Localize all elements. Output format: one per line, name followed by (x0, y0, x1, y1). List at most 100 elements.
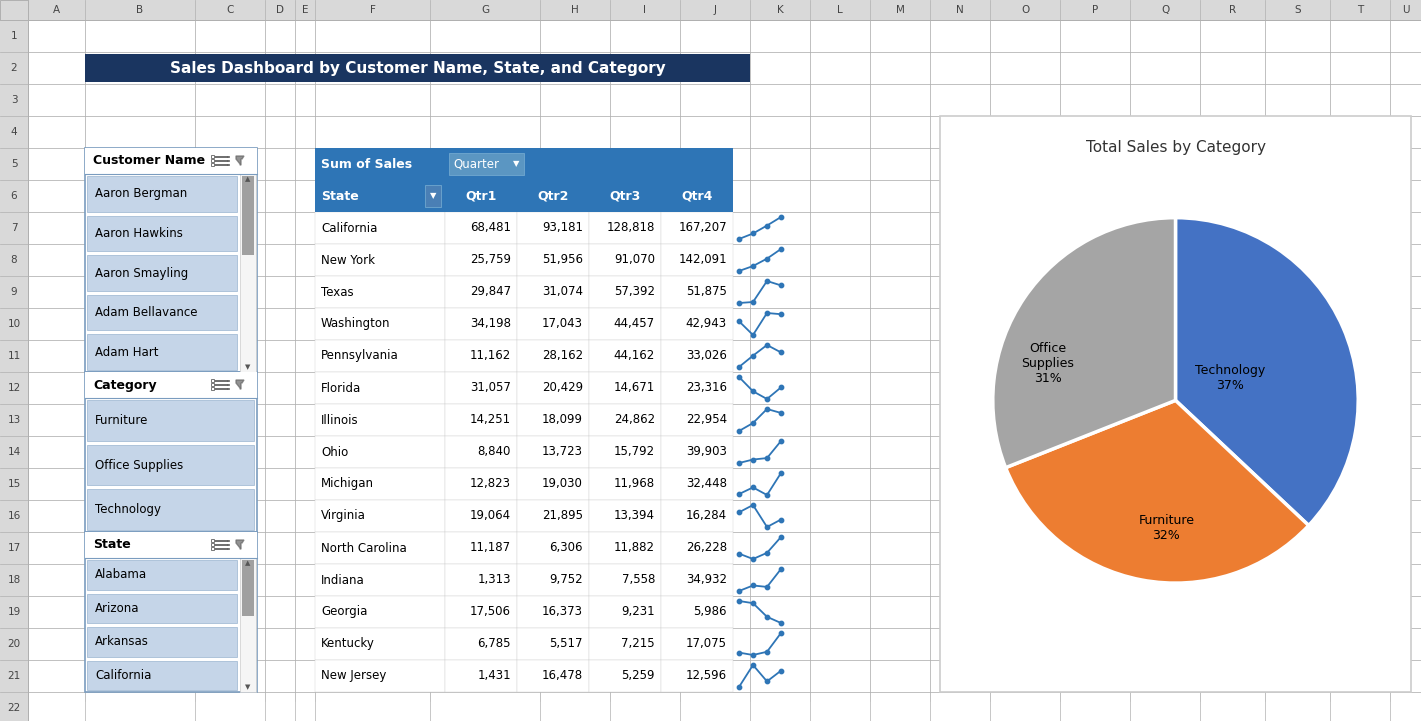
Text: Office Supplies: Office Supplies (95, 459, 183, 472)
Text: P: P (1091, 5, 1098, 15)
Text: New York: New York (321, 254, 375, 267)
Bar (661, 468, 733, 500)
Text: L: L (837, 5, 843, 15)
Text: 1,431: 1,431 (477, 670, 512, 683)
Bar (588, 436, 661, 468)
Bar (588, 500, 661, 532)
Text: Office
Supplies
31%: Office Supplies 31% (1022, 342, 1074, 385)
Text: 21,895: 21,895 (541, 510, 583, 523)
Text: 8,840: 8,840 (477, 446, 512, 459)
Bar (315, 468, 445, 500)
Bar (445, 500, 517, 532)
Text: Georgia: Georgia (321, 606, 368, 619)
Text: 6,785: 6,785 (477, 637, 512, 650)
Polygon shape (236, 156, 244, 165)
Bar (517, 660, 588, 692)
Text: Qtr2: Qtr2 (537, 190, 568, 203)
Text: 18: 18 (7, 575, 21, 585)
Text: I: I (644, 5, 647, 15)
Text: 14,251: 14,251 (470, 414, 512, 427)
Text: 31,074: 31,074 (541, 286, 583, 298)
Text: 16: 16 (7, 511, 21, 521)
Text: 17: 17 (7, 543, 21, 553)
Text: 22,954: 22,954 (686, 414, 728, 427)
Point (728, 371, 750, 383)
Text: 7,558: 7,558 (621, 573, 655, 586)
Text: 16,284: 16,284 (686, 510, 728, 523)
Text: Kentucky: Kentucky (321, 637, 375, 650)
Text: 19,064: 19,064 (470, 510, 512, 523)
Text: State: State (321, 190, 358, 203)
Text: 42,943: 42,943 (686, 317, 728, 330)
Text: 34,198: 34,198 (470, 317, 512, 330)
Bar (87, 400, 254, 441)
Point (756, 275, 779, 287)
Text: J: J (713, 5, 716, 15)
Bar (87, 445, 254, 485)
Bar (588, 244, 661, 276)
Point (728, 585, 750, 597)
Text: California: California (95, 669, 152, 682)
Point (756, 403, 779, 415)
Bar (315, 436, 445, 468)
Point (728, 233, 750, 244)
Text: 10: 10 (7, 319, 20, 329)
Point (770, 617, 793, 629)
Bar (85, 532, 257, 558)
Text: U: U (1401, 5, 1410, 15)
Text: Technology
37%: Technology 37% (1195, 363, 1266, 392)
Text: Adam Bellavance: Adam Bellavance (95, 306, 198, 319)
Bar (588, 468, 661, 500)
Bar (661, 308, 733, 340)
Bar (87, 660, 237, 690)
Text: 17,075: 17,075 (686, 637, 728, 650)
Text: 13,723: 13,723 (541, 446, 583, 459)
Point (742, 386, 764, 397)
Text: T: T (1357, 5, 1363, 15)
Text: ▼: ▼ (246, 684, 250, 690)
Point (770, 531, 793, 543)
Text: 51,956: 51,956 (541, 254, 583, 267)
Title: Total Sales by Category: Total Sales by Category (1086, 140, 1266, 155)
Text: 5,986: 5,986 (693, 606, 728, 619)
Bar (588, 532, 661, 564)
Point (770, 435, 793, 447)
Text: 15,792: 15,792 (614, 446, 655, 459)
Bar (315, 532, 445, 564)
Text: Category: Category (92, 379, 156, 392)
Bar (661, 244, 733, 276)
Bar (445, 532, 517, 564)
Text: 12: 12 (7, 383, 21, 393)
Bar (87, 560, 237, 590)
Point (742, 659, 764, 671)
Point (770, 381, 793, 393)
Text: Michigan: Michigan (321, 477, 374, 490)
Bar (315, 628, 445, 660)
Text: Ohio: Ohio (321, 446, 348, 459)
Text: Arkansas: Arkansas (95, 635, 149, 648)
Wedge shape (1006, 400, 1309, 583)
Bar (210, 543, 215, 546)
Text: 93,181: 93,181 (541, 221, 583, 234)
Text: 167,207: 167,207 (678, 221, 728, 234)
Bar (445, 596, 517, 628)
Bar (449, 153, 524, 175)
Point (756, 611, 779, 622)
Bar (315, 244, 445, 276)
Text: 13: 13 (7, 415, 21, 425)
Text: 14,671: 14,671 (614, 381, 655, 394)
Text: California: California (321, 221, 378, 234)
Text: 7,215: 7,215 (621, 637, 655, 650)
Text: 20,429: 20,429 (541, 381, 583, 394)
Bar (240, 174, 256, 372)
Text: 21: 21 (7, 671, 21, 681)
Point (756, 521, 779, 533)
Text: Illinois: Illinois (321, 414, 358, 427)
Text: 68,481: 68,481 (470, 221, 512, 234)
Point (742, 598, 764, 609)
Point (742, 499, 764, 510)
Bar (445, 660, 517, 692)
Bar (315, 148, 733, 180)
Text: 5,517: 5,517 (550, 637, 583, 650)
Point (742, 417, 764, 429)
